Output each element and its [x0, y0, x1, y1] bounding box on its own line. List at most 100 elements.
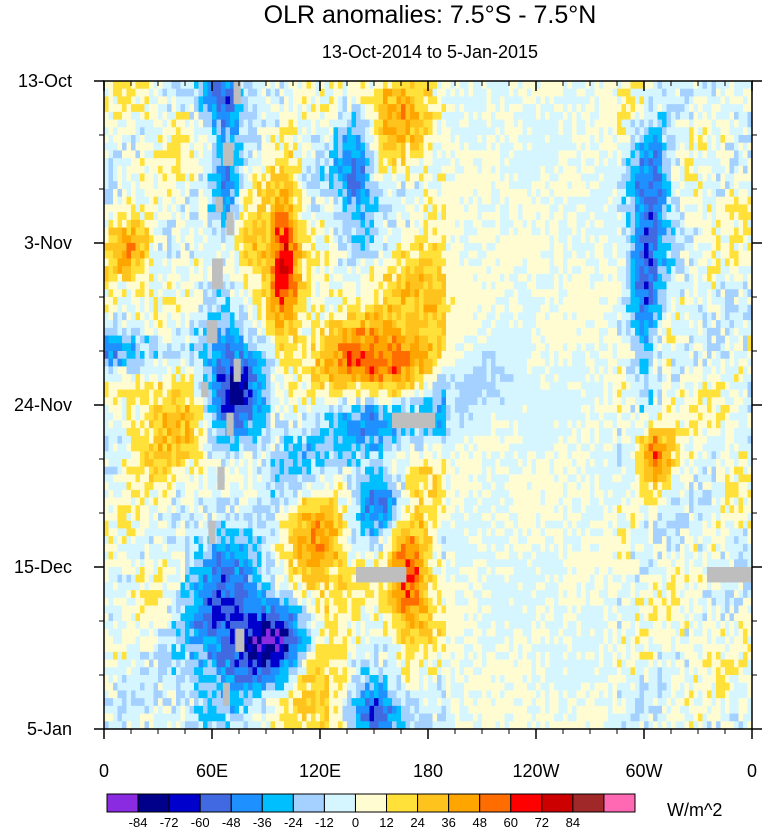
field-cell: [630, 150, 636, 159]
field-cell: [369, 219, 375, 229]
field-cell: [171, 327, 177, 337]
field-cell: [680, 243, 686, 252]
field-cell: [441, 335, 447, 344]
field-cell: [257, 88, 263, 98]
field-cell: [716, 158, 722, 167]
field-cell: [536, 327, 542, 337]
field-cell: [329, 312, 335, 321]
field-cell: [549, 250, 555, 260]
field-cell: [401, 96, 407, 105]
field-cell: [594, 111, 600, 121]
field-cell: [252, 297, 258, 306]
field-cell: [572, 289, 578, 298]
field-cell: [504, 165, 510, 175]
field-cell: [167, 150, 173, 159]
field-cell: [599, 320, 605, 329]
field-cell: [378, 189, 384, 198]
field-cell: [509, 173, 515, 182]
field-cell: [657, 312, 663, 321]
field-cell: [324, 142, 330, 152]
field-cell: [288, 127, 294, 136]
field-cell: [545, 312, 551, 321]
field-cell: [446, 119, 452, 128]
field-cell: [383, 312, 389, 321]
field-cell: [572, 235, 578, 244]
field-cell: [311, 150, 317, 159]
field-cell: [306, 135, 312, 144]
field-cell: [378, 235, 384, 244]
field-cell: [239, 96, 245, 105]
field-cell: [117, 189, 123, 198]
field-cell: [261, 127, 267, 136]
field-cell: [369, 127, 375, 136]
field-cell: [243, 181, 249, 190]
field-cell: [257, 320, 263, 329]
field-cell: [153, 289, 159, 298]
field-cell: [509, 297, 515, 306]
field-cell: [383, 158, 389, 167]
field-cell: [189, 119, 195, 128]
field-cell: [414, 327, 420, 337]
anomaly-field: [104, 81, 752, 729]
field-cell: [356, 327, 362, 337]
field-cell: [482, 119, 488, 128]
field-cell: [239, 173, 245, 182]
field-cell: [639, 297, 645, 306]
field-cell: [675, 158, 681, 167]
field-cell: [441, 111, 447, 121]
field-cell: [135, 196, 141, 206]
field-cell: [585, 135, 591, 144]
field-cell: [635, 258, 641, 267]
field-cell: [149, 227, 155, 236]
field-cell: [153, 312, 159, 321]
field-cell: [149, 243, 155, 252]
field-cell: [360, 165, 366, 175]
field-cell: [441, 304, 447, 314]
field-cell: [459, 281, 465, 290]
field-cell: [284, 135, 290, 144]
field-cell: [702, 204, 708, 213]
field-cell: [563, 96, 569, 105]
field-cell: [338, 189, 344, 198]
field-cell: [549, 204, 555, 213]
field-cell: [189, 343, 195, 352]
field-cell: [297, 335, 303, 344]
field-cell: [594, 165, 600, 175]
field-cell: [743, 173, 749, 182]
field-cell: [158, 158, 164, 167]
field-cell: [639, 335, 645, 344]
field-cell: [527, 335, 533, 344]
field-cell: [239, 119, 245, 128]
field-cell: [117, 258, 123, 267]
field-cell: [441, 158, 447, 167]
field-cell: [171, 304, 177, 314]
field-cell: [275, 150, 281, 159]
field-cell: [446, 343, 452, 352]
field-cell: [131, 258, 137, 267]
field-cell: [284, 335, 290, 344]
field-cell: [423, 343, 429, 352]
field-cell: [437, 181, 443, 190]
field-cell: [455, 312, 461, 321]
field-cell: [158, 343, 164, 352]
field-cell: [374, 158, 380, 167]
field-cell: [131, 96, 137, 105]
field-cell: [423, 273, 429, 283]
field-cell: [225, 327, 231, 337]
field-cell: [351, 304, 357, 314]
field-cell: [266, 312, 272, 321]
field-cell: [293, 196, 299, 206]
field-cell: [594, 189, 600, 198]
field-cell: [545, 135, 551, 144]
field-cell: [563, 281, 569, 290]
field-cell: [419, 212, 425, 221]
field-cell: [626, 204, 632, 213]
field-cell: [576, 266, 582, 275]
field-cell: [419, 304, 425, 314]
field-cell: [356, 181, 362, 190]
field-cell: [477, 335, 483, 344]
field-cell: [212, 196, 218, 206]
field-cell: [122, 235, 128, 244]
field-cell: [657, 212, 663, 221]
field-cell: [648, 119, 654, 128]
